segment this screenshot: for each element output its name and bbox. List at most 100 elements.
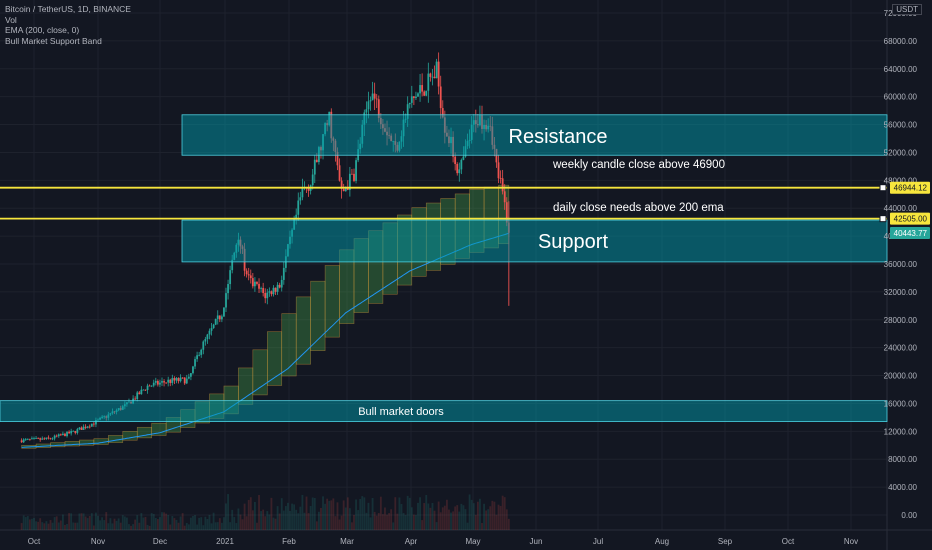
volume-bar	[247, 499, 250, 530]
candle-body	[245, 270, 248, 275]
candle-body	[41, 438, 44, 440]
candle-body	[196, 355, 198, 360]
chart-legend: Bitcoin / TetherUS, 1D, BINANCE Vol EMA …	[5, 4, 131, 46]
candle-body	[427, 73, 430, 91]
volume-bar	[394, 497, 397, 530]
volume-bar	[146, 524, 149, 530]
candle-body	[412, 96, 415, 99]
volume-bar	[429, 507, 432, 530]
volume-bar	[165, 513, 168, 530]
candle-body	[194, 359, 196, 367]
volume-bar	[340, 515, 343, 530]
candle-body	[35, 438, 37, 439]
candle-body	[367, 101, 370, 110]
band-step	[266, 331, 283, 386]
candle-body	[423, 91, 426, 96]
volume-bar	[338, 519, 341, 530]
candle-body	[55, 435, 58, 437]
volume-bar	[330, 500, 333, 530]
y-tick-label: 60000.00	[884, 93, 918, 102]
candle-body	[210, 328, 213, 331]
volume-bar	[297, 513, 300, 530]
candle-body	[159, 382, 161, 385]
symbol-title[interactable]: Bitcoin / TetherUS, 1D, BINANCE	[5, 4, 131, 14]
volume-bar	[353, 514, 355, 530]
volume-bar	[408, 497, 411, 530]
volume-bar	[307, 513, 310, 530]
volume-bar	[348, 508, 351, 530]
volume-bar	[198, 517, 201, 530]
time-axis[interactable]: Oct Nov Dec 2021 Feb Mar Apr May Jun Jul Aug Sep Oct…	[28, 537, 858, 546]
price-label-text: 40443.77	[894, 229, 928, 238]
band-indicator-label[interactable]: Bull Market Support Band	[5, 35, 102, 46]
candle-body	[68, 431, 70, 434]
volume-bar	[80, 513, 83, 530]
volume-bar	[237, 508, 240, 530]
volume-bar	[402, 513, 405, 530]
candle-body	[311, 174, 314, 186]
currency-label[interactable]: USDT	[892, 4, 922, 15]
vol-indicator-label[interactable]: Vol	[5, 14, 17, 25]
volume-bar	[472, 503, 475, 530]
candle-body	[200, 349, 203, 355]
volume-bar	[113, 518, 116, 530]
volume-bar	[363, 497, 366, 530]
volume-bar	[446, 499, 448, 530]
candle-body	[225, 293, 227, 308]
volume-bar	[154, 517, 157, 530]
zone-box	[181, 219, 888, 263]
volume-bar	[35, 521, 37, 530]
volume-bar	[51, 522, 54, 530]
volume-bar	[225, 503, 227, 530]
volume-bar	[276, 506, 279, 530]
volume-bar	[431, 502, 434, 530]
volume-bar	[268, 514, 271, 530]
y-tick-label: 12000.00	[884, 427, 918, 436]
candle-body	[62, 433, 64, 436]
volume-bar	[315, 521, 318, 530]
candle-body	[53, 435, 56, 439]
candle-body	[348, 173, 351, 190]
candle-body	[437, 61, 440, 87]
volume-bar	[415, 514, 417, 530]
band-step	[79, 439, 95, 446]
volume-bar	[39, 518, 42, 530]
volume-bar	[427, 503, 430, 530]
volume-bar	[359, 498, 362, 530]
volume-bar	[421, 520, 424, 530]
candle-body	[503, 191, 506, 203]
y-tick-label: 8000.00	[888, 455, 917, 464]
volume-bar	[493, 501, 496, 530]
volume-bar	[84, 516, 87, 530]
candle-body	[167, 379, 170, 383]
volume-bar	[47, 523, 50, 530]
candle-body	[425, 90, 428, 96]
volume-bar	[208, 514, 211, 530]
volume-bar	[326, 498, 329, 530]
y-tick-label: 36000.00	[884, 260, 918, 269]
candle-body	[266, 292, 269, 299]
volume-bar	[123, 516, 126, 530]
candle-body	[365, 109, 368, 113]
ema-indicator-label[interactable]: EMA (200, close, 0)	[5, 25, 80, 35]
volume-bar	[119, 522, 122, 530]
volume-bar	[78, 513, 81, 530]
volume-bar	[45, 521, 48, 530]
volume-bar	[398, 497, 401, 530]
y-tick-label: 68000.00	[884, 37, 918, 46]
volume-bar	[200, 517, 203, 530]
price-axis[interactable]: 0.00 4000.00 8000.00 12000.00 16000.00 20000.…	[884, 9, 918, 520]
candle-body	[307, 187, 310, 191]
volume-bar	[344, 507, 347, 530]
volume-bar	[299, 506, 302, 530]
candle-body	[297, 200, 300, 215]
candle-body	[251, 278, 254, 287]
candle-body	[204, 339, 207, 342]
volume-bar	[105, 512, 108, 530]
zone-label: Bull market doors	[358, 406, 444, 418]
volume-bar	[412, 514, 415, 530]
candle-body	[254, 281, 256, 287]
volume-bar	[251, 510, 254, 530]
x-tick-label: Dec	[153, 537, 167, 546]
